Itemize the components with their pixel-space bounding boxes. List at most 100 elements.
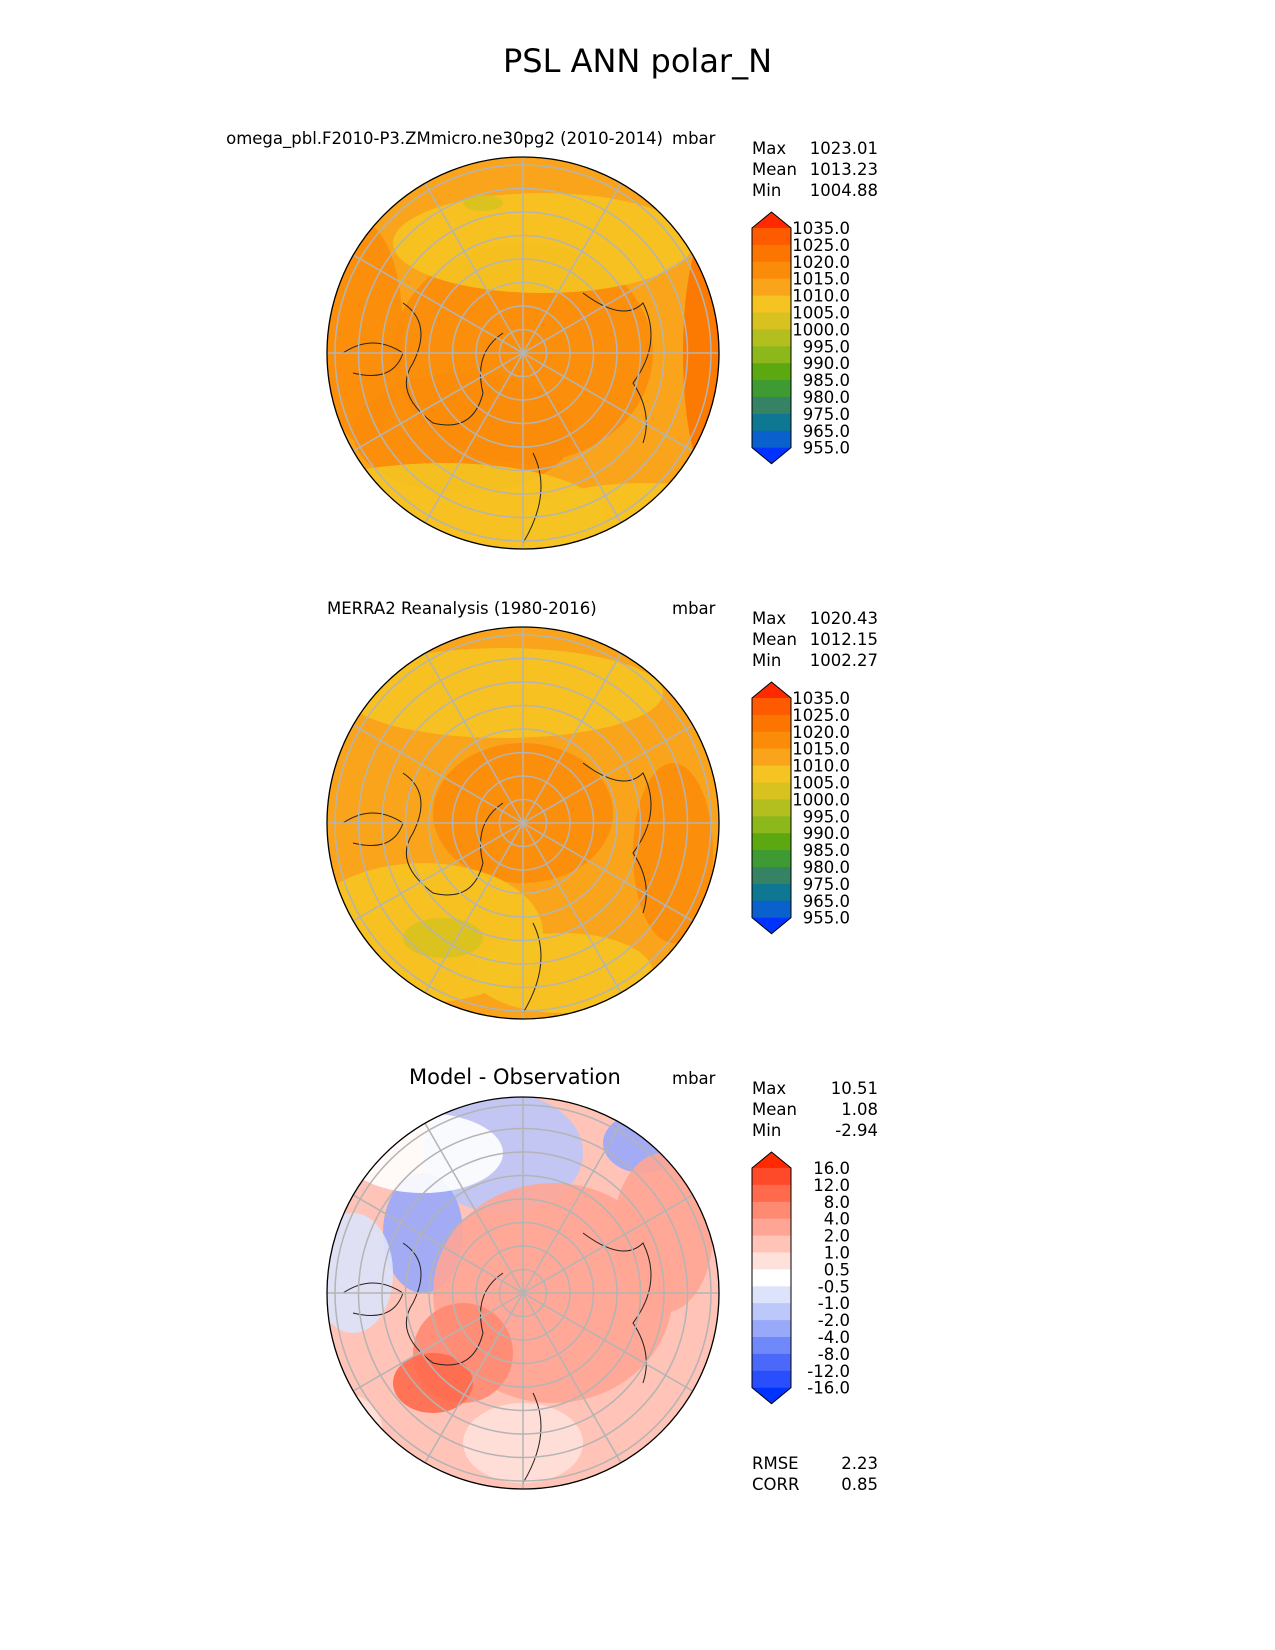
mean-label: Mean bbox=[752, 630, 797, 649]
contour-region bbox=[613, 1153, 713, 1313]
colorbar-tick-label: 1020.0 bbox=[792, 253, 850, 272]
colorbar-tick-label: 1010.0 bbox=[792, 287, 850, 306]
mean-label: Mean bbox=[752, 1100, 797, 1119]
colorbar-tick-label: 1035.0 bbox=[792, 219, 850, 238]
colorbar-tick-label: -12.0 bbox=[807, 1362, 850, 1381]
colorbar-tick-label: -2.0 bbox=[818, 1311, 850, 1330]
map-boundary bbox=[326, 626, 720, 1020]
coastline bbox=[342, 1232, 652, 1484]
polar-map-1 bbox=[326, 156, 720, 550]
colorbar-tick-label: 4.0 bbox=[824, 1210, 850, 1229]
figure-title: PSL ANN polar_N bbox=[502, 42, 773, 80]
colorbar-tick-label: 8.0 bbox=[824, 1193, 850, 1212]
contour-region bbox=[393, 1353, 473, 1413]
longitude-gridline bbox=[424, 1122, 622, 1464]
panel3-units: mbar bbox=[672, 1069, 716, 1088]
coastline bbox=[342, 762, 652, 1014]
corr-value: 0.85 bbox=[841, 1475, 878, 1494]
colorbar-segment bbox=[752, 430, 791, 449]
colorbar-3: 16.012.08.04.02.01.00.5-0.5-1.0-2.0-4.0-… bbox=[751, 1151, 850, 1405]
mean-value: 1.08 bbox=[841, 1100, 878, 1119]
colorbar-1: 1035.01025.01020.01015.01010.01005.01000… bbox=[751, 211, 850, 465]
colorbar-segment bbox=[752, 714, 791, 733]
colorbar-tick-label: 955.0 bbox=[803, 909, 850, 928]
colorbar-tick-label: 1015.0 bbox=[792, 740, 850, 759]
contour-region bbox=[327, 1393, 383, 1473]
panel2-title: MERRA2 Reanalysis (1980-2016) bbox=[327, 599, 597, 618]
colorbar-extend-max bbox=[752, 212, 791, 228]
max-value: 10.51 bbox=[830, 1079, 878, 1098]
colorbar-tick-label: 1010.0 bbox=[792, 757, 850, 776]
colorbar-tick-label: 0.5 bbox=[824, 1260, 850, 1279]
colorbar-tick-label: -1.0 bbox=[818, 1294, 850, 1313]
colorbar-tick-label: 1.0 bbox=[824, 1244, 850, 1263]
rmse-label: RMSE bbox=[752, 1454, 799, 1473]
colorbar-segment bbox=[752, 883, 791, 902]
colorbar-tick-label: 965.0 bbox=[803, 422, 850, 441]
colorbar-segment bbox=[752, 346, 791, 364]
colorbar-tick-label: 955.0 bbox=[803, 439, 850, 458]
colorbar-segment bbox=[752, 1218, 791, 1237]
colorbar-tick-label: 985.0 bbox=[803, 841, 850, 860]
panel3-title: Model - Observation bbox=[409, 1065, 621, 1089]
colorbar-tick-label: 995.0 bbox=[803, 337, 850, 356]
min-value: -2.94 bbox=[835, 1121, 878, 1140]
mean-value: 1013.23 bbox=[809, 160, 878, 179]
colorbar-segment bbox=[752, 1353, 791, 1372]
contour-region bbox=[633, 763, 713, 943]
colorbar-segment bbox=[752, 397, 791, 415]
colorbar-segment bbox=[752, 413, 791, 432]
colorbar-tick-label: -8.0 bbox=[818, 1345, 850, 1364]
longitude-gridline bbox=[424, 652, 622, 994]
colorbar-tick-label: -16.0 bbox=[807, 1379, 850, 1398]
colorbar-tick-label: 990.0 bbox=[803, 354, 850, 373]
map-fill bbox=[327, 157, 719, 549]
colorbar-tick-label: 985.0 bbox=[803, 371, 850, 390]
colorbar-tick-label: 980.0 bbox=[803, 388, 850, 407]
colorbar-outline bbox=[751, 681, 792, 935]
colorbar-tick-label: 2.0 bbox=[824, 1227, 850, 1246]
colorbar-segment bbox=[752, 1168, 791, 1186]
min-value: 1004.88 bbox=[809, 181, 878, 200]
colorbar-segment bbox=[752, 228, 791, 246]
longitude-gridline bbox=[424, 182, 622, 524]
colorbar-tick-label: 1035.0 bbox=[792, 689, 850, 708]
rmse-value: 2.23 bbox=[841, 1454, 878, 1473]
colorbar-tick-label: 1015.0 bbox=[792, 270, 850, 289]
colorbar-segment bbox=[752, 295, 791, 313]
colorbar-segment bbox=[752, 1337, 791, 1355]
colorbar-segment bbox=[752, 1370, 791, 1389]
contour-region bbox=[327, 1213, 393, 1333]
mean-value: 1012.15 bbox=[809, 630, 878, 649]
map-boundary bbox=[326, 156, 720, 550]
colorbar-extend-min bbox=[752, 1387, 791, 1404]
colorbar-tick-label: 12.0 bbox=[813, 1176, 850, 1195]
colorbar-segment bbox=[752, 765, 791, 783]
colorbar-segment bbox=[752, 1235, 791, 1253]
panel1-stats: Max 1023.01 Mean 1013.23 Min 1004.88 bbox=[752, 138, 878, 202]
colorbar-tick-label: 1020.0 bbox=[792, 723, 850, 742]
max-value: 1020.43 bbox=[809, 609, 878, 628]
contour-region bbox=[473, 933, 653, 1013]
panel3-metrics: RMSE 2.23 CORR 0.85 bbox=[752, 1453, 878, 1497]
colorbar-extend-min bbox=[752, 447, 791, 464]
colorbar-segment bbox=[752, 1201, 791, 1220]
colorbar-segment bbox=[752, 1184, 791, 1203]
colorbar-tick-label: 965.0 bbox=[803, 892, 850, 911]
panel1-units: mbar bbox=[672, 129, 716, 148]
map-fill bbox=[327, 627, 719, 1019]
panel1-title: omega_pbl.F2010-P3.ZMmicro.ne30pg2 (2010… bbox=[226, 129, 663, 148]
coastline bbox=[342, 292, 652, 544]
colorbar-extend-max bbox=[752, 1152, 791, 1168]
corr-label: CORR bbox=[752, 1475, 800, 1494]
colorbar-segment bbox=[752, 1252, 791, 1270]
colorbar-segment bbox=[752, 244, 791, 263]
mean-label: Mean bbox=[752, 160, 797, 179]
contour-region bbox=[327, 223, 403, 443]
colorbar-2: 1035.01025.01020.01015.01010.01005.01000… bbox=[751, 681, 850, 935]
colorbar-segment bbox=[752, 1320, 791, 1338]
colorbar-extend-max bbox=[752, 682, 791, 698]
contour-region bbox=[523, 483, 719, 549]
min-label: Min bbox=[752, 181, 782, 200]
colorbar-segment bbox=[752, 782, 791, 800]
